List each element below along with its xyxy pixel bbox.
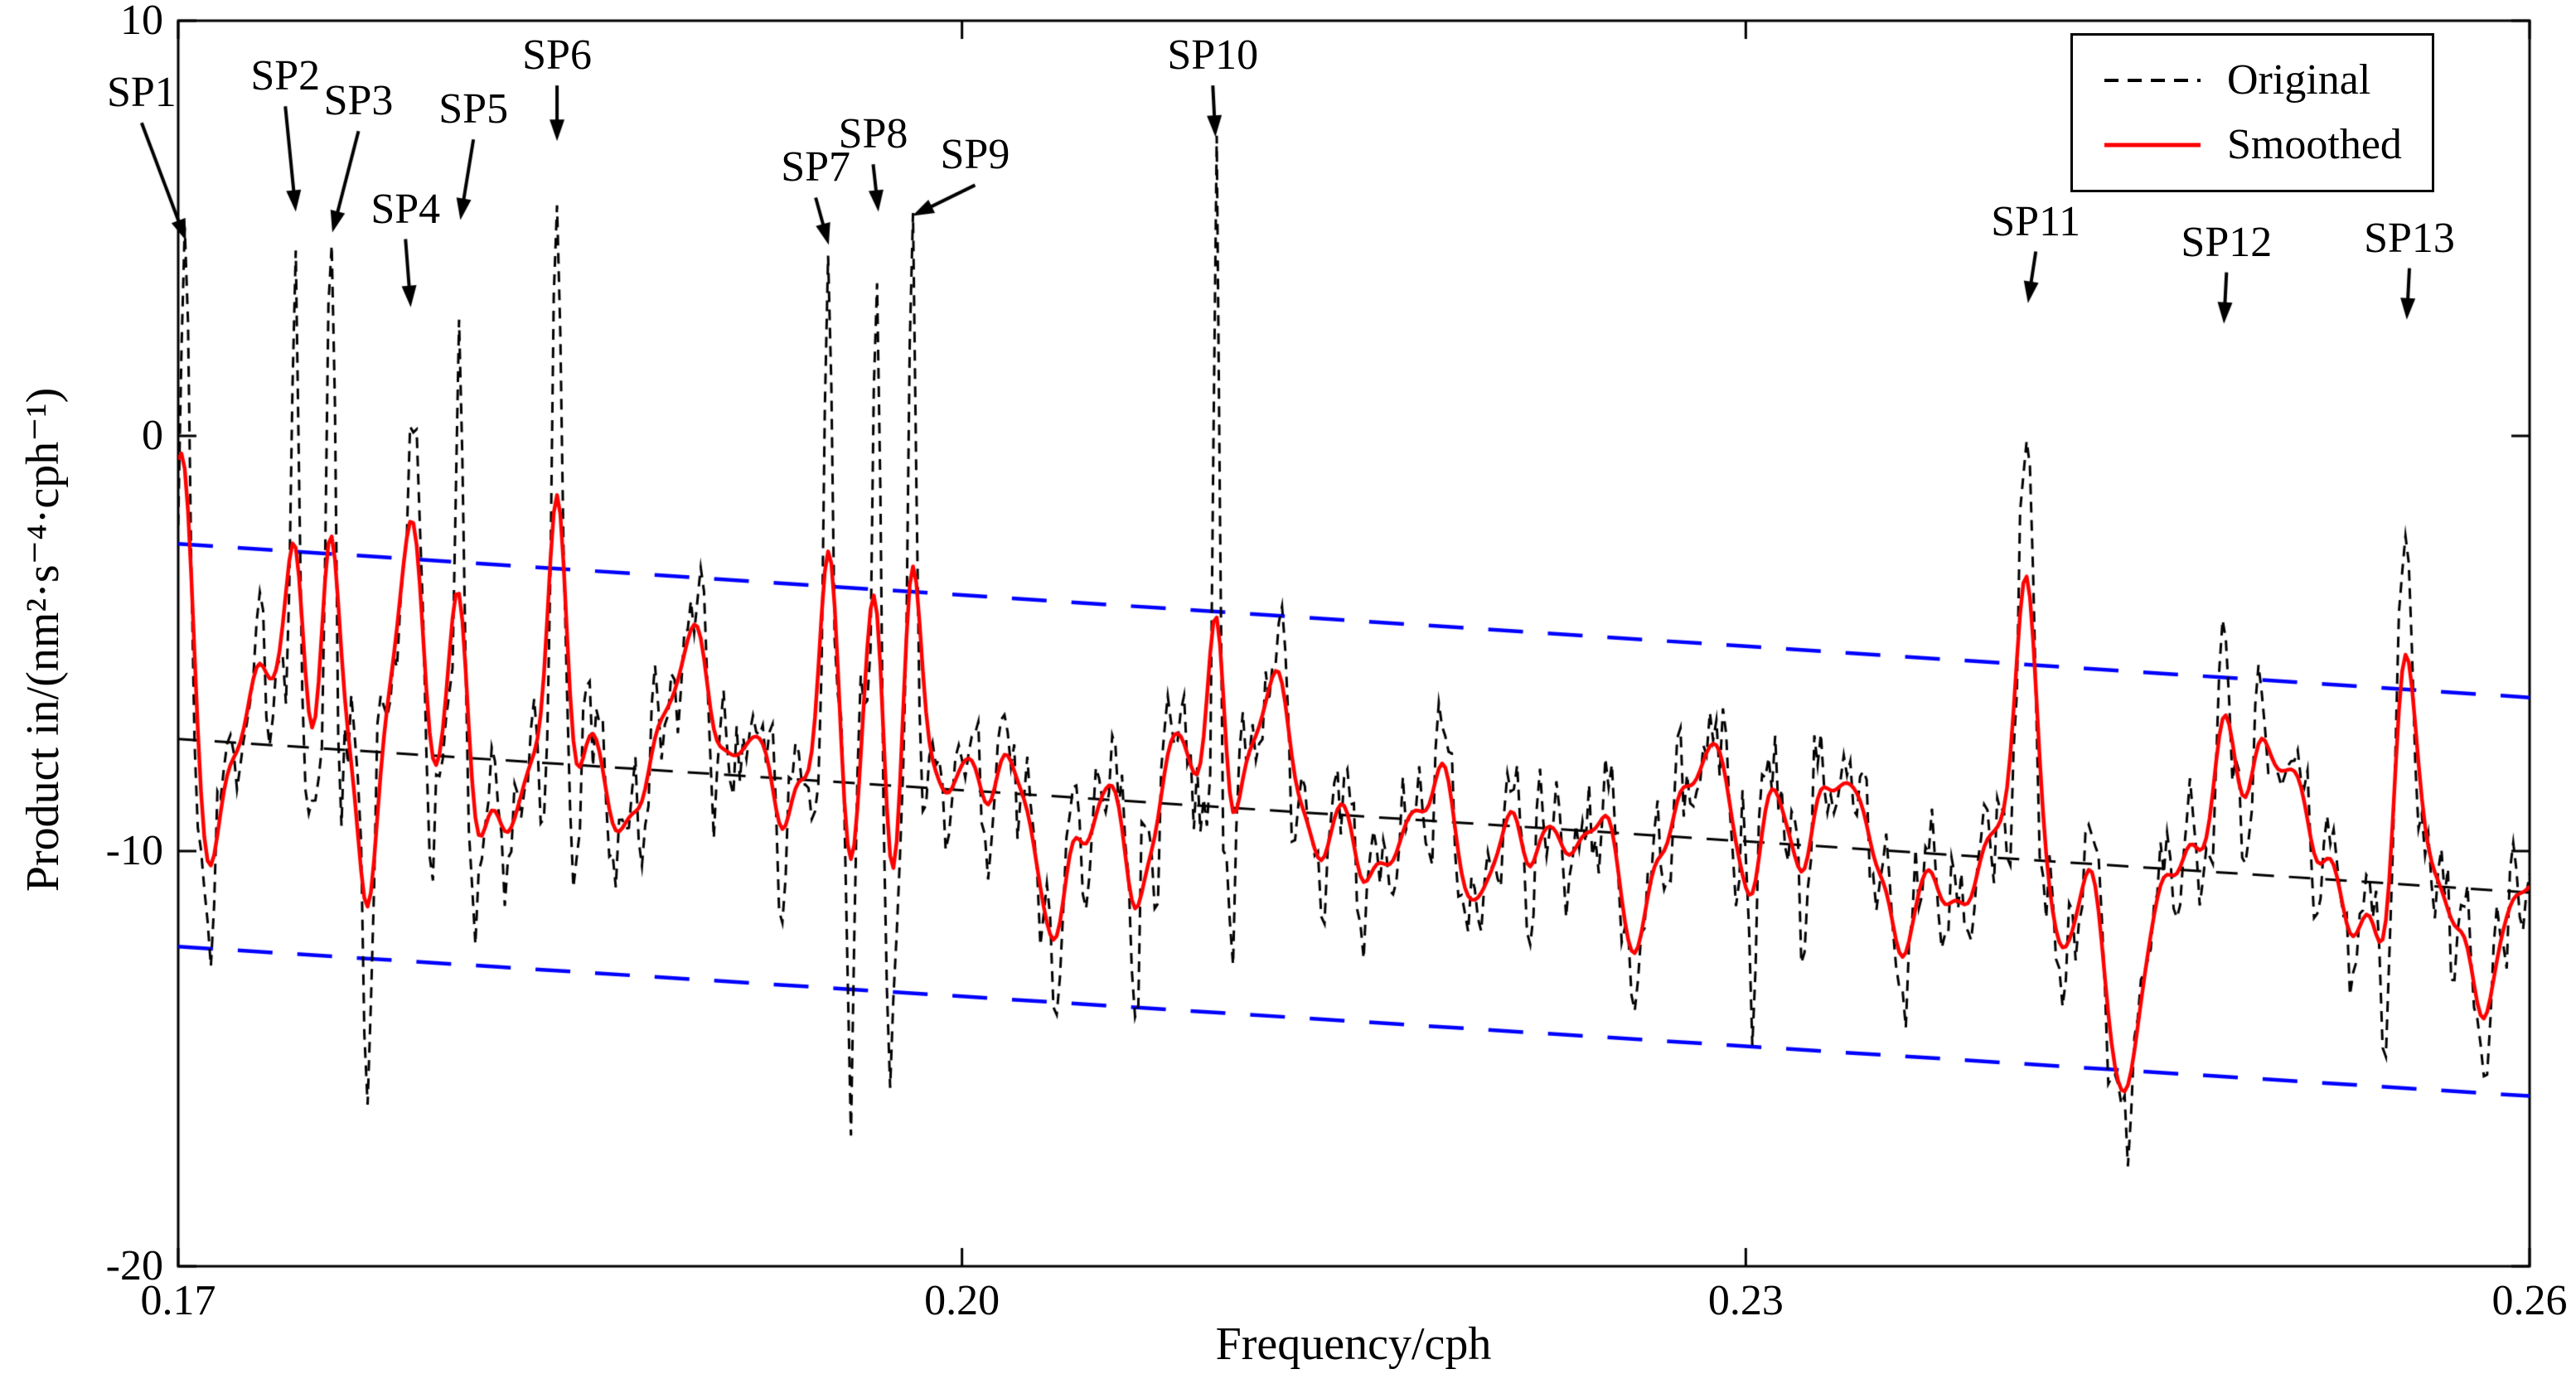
annotation-label-sp3: SP3 [323, 77, 394, 125]
legend-label-smoothed: Smoothed [2227, 121, 2402, 168]
legend-entry-original: Original [2103, 59, 2402, 102]
annotation-label-sp10: SP10 [1167, 31, 1259, 80]
y-tick-label-0: 0 [142, 412, 163, 459]
annotation-label-sp1: SP1 [106, 69, 177, 117]
annotation-label-sp11: SP11 [1991, 197, 2081, 245]
annotation-label-sp4: SP4 [370, 185, 441, 233]
annotation-label-sp9: SP9 [940, 131, 1010, 179]
annotation-label-sp12: SP12 [2181, 218, 2273, 266]
annotation-label-sp8: SP8 [838, 110, 908, 158]
y-tick-label--20: -20 [105, 1242, 163, 1289]
legend-box: Original Smoothed [2070, 33, 2434, 192]
legend-label-original: Original [2227, 56, 2371, 104]
x-tick-label-0.26: 0.26 [2491, 1277, 2568, 1324]
solid-line-sample-icon [2104, 143, 2201, 148]
legend-entry-smoothed: Smoothed [2103, 123, 2402, 167]
annotation-label-sp6: SP6 [522, 31, 592, 80]
x-tick-label-0.17: 0.17 [140, 1277, 216, 1324]
annotation-label-sp7: SP7 [781, 143, 851, 191]
x-axis-label: Frequency/cph [1215, 1318, 1492, 1370]
x-tick-label-0.23: 0.23 [1707, 1277, 1784, 1324]
annotation-label-sp5: SP5 [438, 85, 509, 133]
annotation-label-sp2: SP2 [250, 52, 321, 100]
y-tick-label-10: 10 [120, 0, 163, 44]
dashed-line-sample-icon [2104, 79, 2201, 82]
y-tick-label--10: -10 [105, 827, 163, 874]
x-tick-label-0.20: 0.20 [924, 1277, 1000, 1324]
y-axis-label: Product in/(nm²·s⁻⁴·cph⁻¹) [17, 387, 69, 893]
annotation-label-sp13: SP13 [2364, 214, 2455, 262]
